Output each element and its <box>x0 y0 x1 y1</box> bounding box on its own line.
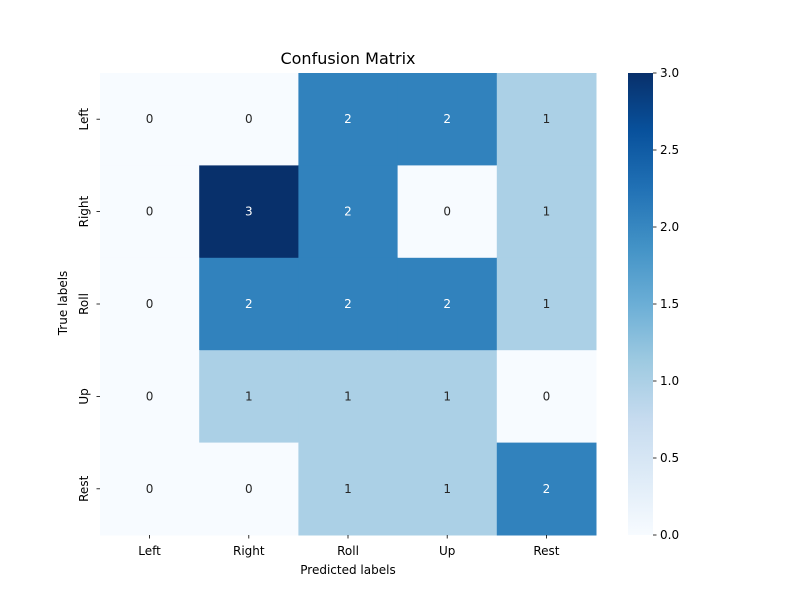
heatmap-cell <box>397 442 498 536</box>
y-tick-label: Up <box>77 388 91 404</box>
heatmap-cell <box>100 350 200 444</box>
heatmap-cell <box>397 165 498 259</box>
y-tick-label: Rest <box>77 475 91 501</box>
heatmap-cell <box>199 350 299 444</box>
colorbar-tick-label: 2.0 <box>660 220 679 234</box>
heatmap-cell <box>100 165 200 259</box>
x-tick-label: Right <box>233 544 265 558</box>
cell-value-label: 1 <box>344 482 352 496</box>
heatmap-cell <box>397 350 498 444</box>
cell-value-label: 0 <box>443 205 451 219</box>
x-tick-label: Left <box>138 544 161 558</box>
heatmap-cell <box>397 257 498 351</box>
heatmap-cell <box>100 73 200 166</box>
heatmap-cell <box>298 165 399 259</box>
y-tick-label: Right <box>77 196 91 228</box>
cell-value-label: 2 <box>443 297 451 311</box>
colorbar <box>628 73 653 535</box>
colorbar-tick-label: 0.5 <box>660 451 679 465</box>
x-tick-label: Roll <box>337 544 359 558</box>
cell-value-label: 0 <box>146 112 154 126</box>
cell-value-label: 1 <box>543 205 551 219</box>
heatmap-cell <box>397 73 498 166</box>
cell-value-label: 0 <box>146 389 154 403</box>
colorbar-tick-label: 3.0 <box>660 66 679 80</box>
x-tick-label: Rest <box>533 544 559 558</box>
cell-value-label: 0 <box>245 482 253 496</box>
heatmap-cell <box>199 165 299 259</box>
y-tick-label: Roll <box>77 293 91 315</box>
y-axis-label: True labels <box>56 271 70 337</box>
heatmap-cell <box>496 257 597 351</box>
colorbar-tick-label: 1.0 <box>660 374 679 388</box>
cell-value-label: 1 <box>443 389 451 403</box>
cell-value-label: 1 <box>344 389 352 403</box>
heatmap-cell <box>298 73 399 166</box>
cell-value-label: 1 <box>543 112 551 126</box>
cell-value-label: 0 <box>146 297 154 311</box>
y-axis-ticks: Left Right Roll Up Rest <box>77 108 100 502</box>
heatmap-cell <box>298 442 399 536</box>
colorbar-tick-label: 2.5 <box>660 143 679 157</box>
colorbar-tick-label: 1.5 <box>660 297 679 311</box>
cell-value-label: 0 <box>245 112 253 126</box>
cell-value-label: 3 <box>245 205 253 219</box>
x-axis-label: Predicted labels <box>300 563 395 577</box>
cell-value-label: 1 <box>543 297 551 311</box>
cell-value-label: 2 <box>344 205 352 219</box>
heatmap-cell <box>496 73 597 166</box>
heatmap-cell <box>199 73 299 166</box>
cell-value-label: 1 <box>443 482 451 496</box>
y-tick-label: Left <box>77 108 91 131</box>
cell-value-label: 0 <box>543 389 551 403</box>
heatmap-cell <box>496 350 597 444</box>
x-tick-label: Up <box>439 544 455 558</box>
cell-value-label: 2 <box>344 112 352 126</box>
cell-value-label: 2 <box>443 112 451 126</box>
cell-value-label: 0 <box>146 205 154 219</box>
chart-title: Confusion Matrix <box>280 49 415 68</box>
heatmap-cell <box>100 442 200 536</box>
colorbar-ticks: 0.0 0.5 1.0 1.5 2.0 2.5 3.0 <box>653 66 679 542</box>
heatmap-cell <box>100 257 200 351</box>
heatmap-cell <box>496 165 597 259</box>
heatmap-cell <box>298 257 399 351</box>
cell-value-label: 2 <box>543 482 551 496</box>
cell-value-label: 2 <box>245 297 253 311</box>
x-axis-ticks: Left Right Roll Up Rest <box>138 535 560 558</box>
heatmap-cell <box>496 442 597 536</box>
heatmap-cells <box>100 73 597 536</box>
heatmap-cell <box>199 442 299 536</box>
colorbar-tick-label: 0.0 <box>660 528 679 542</box>
heatmap-cell <box>298 350 399 444</box>
cell-value-label: 2 <box>344 297 352 311</box>
cell-value-label: 1 <box>245 389 253 403</box>
heatmap-cell <box>199 257 299 351</box>
cell-value-label: 0 <box>146 482 154 496</box>
heatmap-cell-labels: 0 0 2 2 1 0 3 2 0 1 0 2 2 2 1 0 1 1 1 0 0 0 1 1 2 <box>146 112 550 496</box>
